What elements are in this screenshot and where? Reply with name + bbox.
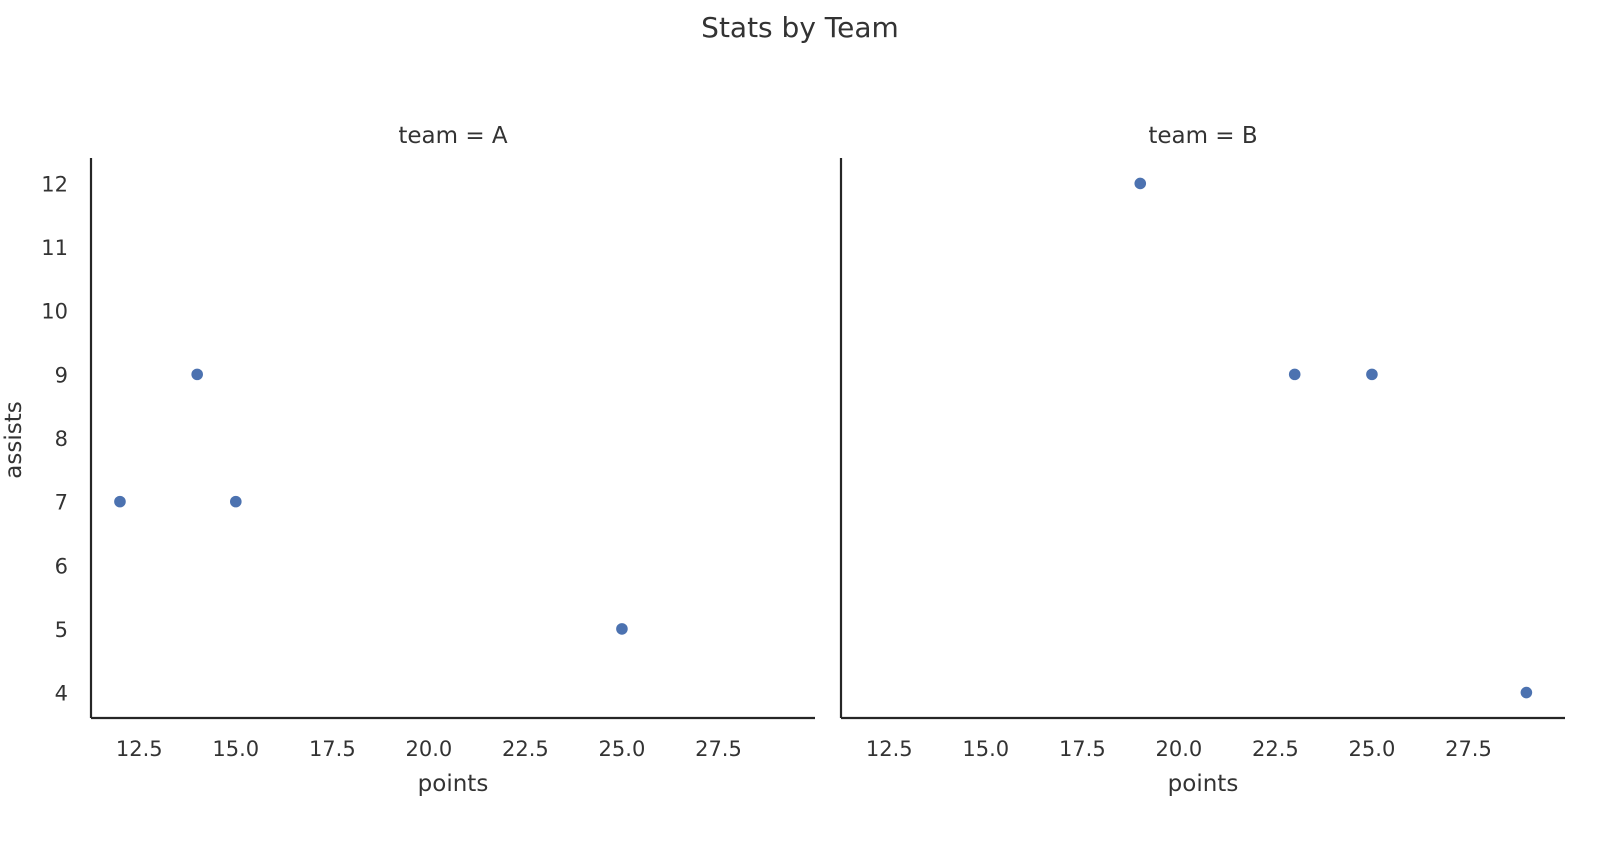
data-point [1133, 176, 1148, 191]
x-tick-label: 20.0 [1155, 737, 1202, 761]
x-tick-label: 12.5 [866, 737, 913, 761]
y-tick-label: 4 [55, 682, 68, 706]
x-tick-label: 22.5 [502, 737, 549, 761]
data-point [228, 494, 244, 509]
y-tick-label: 8 [55, 427, 68, 451]
x-tick-label: 27.5 [695, 737, 742, 761]
y-tick-label: 12 [41, 172, 68, 196]
y-tick-label: 7 [55, 491, 68, 515]
x-tick-label: 22.5 [1252, 737, 1299, 761]
facet-panel-1: team = B 12.5 15.0 17.5 20.0 22.5 25.0 27.5 poin… [839, 123, 1565, 797]
y-tick-label: 6 [55, 554, 68, 578]
x-tick-label: 17.5 [309, 737, 356, 761]
y-axis-label: assists [1, 401, 27, 478]
data-point [614, 621, 630, 637]
y-tick-label: 9 [55, 363, 68, 387]
x-tick-label: 25.0 [1349, 737, 1396, 761]
x-tick-label: 17.5 [1059, 737, 1106, 761]
facet-panels: team = A 12.5 15.0 17.5 20.0 22.5 25.0 27.5 4 5 6 7… [1, 123, 1565, 797]
x-tick-label: 27.5 [1445, 737, 1492, 761]
data-point [1364, 367, 1380, 382]
x-axis-label: points [418, 771, 489, 797]
y-tick-label: 11 [41, 236, 68, 260]
y-tick-label: 10 [41, 300, 68, 324]
x-tick-label: 15.0 [212, 737, 259, 761]
x-tick-label: 15.0 [962, 737, 1009, 761]
data-point [1519, 685, 1534, 700]
panel-title: team = A [398, 123, 508, 149]
panel-title: team = B [1148, 123, 1257, 149]
x-tick-label: 12.5 [116, 737, 163, 761]
facet-panel-0: team = A 12.5 15.0 17.5 20.0 22.5 25.0 27.5 4 5 6 7… [1, 123, 815, 797]
data-point [189, 367, 205, 382]
data-point [112, 494, 128, 509]
x-tick-label: 25.0 [599, 737, 646, 761]
figure-title: Stats by Team [701, 11, 899, 44]
x-tick-label: 20.0 [405, 737, 452, 761]
y-tick-label: 5 [55, 618, 68, 642]
x-axis-label: points [1168, 771, 1239, 797]
data-point [1287, 367, 1302, 382]
